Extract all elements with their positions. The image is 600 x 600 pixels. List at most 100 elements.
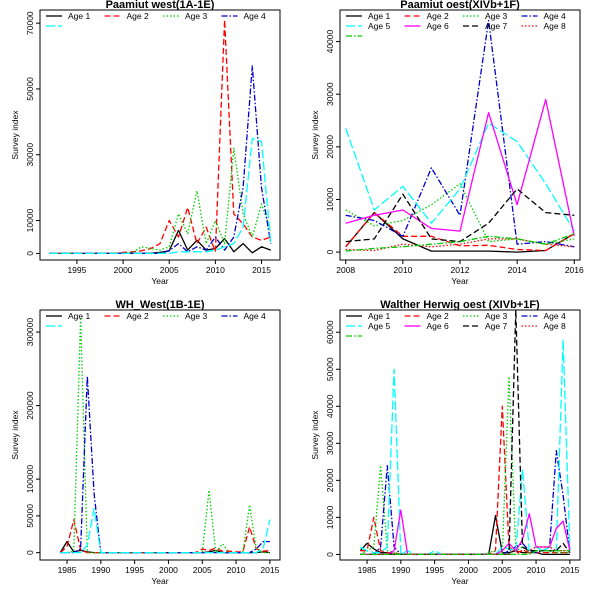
- legend-entry: Age 1: [46, 11, 90, 21]
- legend-entry: Age 7: [463, 21, 507, 31]
- series-line-1: [59, 540, 270, 554]
- x-tick-label: 2010: [206, 265, 225, 275]
- y-tick-label: 0: [325, 249, 335, 254]
- legend-entry: Age 6: [404, 321, 449, 331]
- series-line-7: [345, 188, 575, 243]
- plot-frame: [339, 9, 581, 261]
- legend-entry: Age 4: [521, 11, 566, 21]
- legend-entry: Age 5: [346, 321, 390, 331]
- x-tick-label: 2015: [260, 565, 279, 575]
- y-tick-label: 10000: [325, 505, 335, 529]
- series-line-4: [345, 19, 575, 248]
- series-line-8: [360, 546, 570, 556]
- x-tick-label: 2008: [336, 265, 355, 275]
- legend-label: Age 3: [185, 11, 207, 21]
- legend-entry: Age 4: [221, 11, 266, 21]
- x-tick-label: 1990: [391, 565, 410, 575]
- series-line-3: [60, 316, 270, 554]
- legend-entry: Age 2: [104, 11, 149, 21]
- y-tick-label: 50000: [25, 77, 35, 101]
- series-line-3: [359, 376, 570, 556]
- series-line-4: [360, 450, 571, 556]
- x-tick-label: 1995: [125, 565, 144, 575]
- x-tick-label: 2000: [114, 265, 133, 275]
- chart-title: Walther Herwig oest (XIVb+1F): [380, 299, 540, 311]
- legend-entry: Age 8: [521, 21, 566, 31]
- legend-label: Age 8: [544, 321, 566, 331]
- y-tick-label: 10000: [325, 187, 335, 211]
- x-tick-label: 2010: [527, 565, 546, 575]
- legend-label: Age 5: [368, 321, 390, 331]
- y-tick-label: 0: [25, 251, 35, 256]
- y-tick-label: 40000: [325, 394, 335, 418]
- legend-label: Age 6: [427, 21, 449, 31]
- chart-panel-1: 1995 2000 2005 2010 2015 0 10000 30000 50000 7000…: [10, 0, 281, 286]
- y-axis-label: Survey index: [10, 110, 20, 160]
- x-tick-label: 2012: [451, 265, 470, 275]
- chart-title: Paamiut west(1A-1E): [106, 0, 215, 11]
- y-tick-label: 30000: [325, 82, 335, 106]
- legend-entry: Age 4: [521, 311, 566, 321]
- legend-label: Age 3: [185, 311, 207, 321]
- legend-label: Age 3: [485, 311, 507, 321]
- legend-label: Age 2: [427, 311, 449, 321]
- legend-label: Age 7: [485, 21, 507, 31]
- legend-entry: Age 4: [221, 311, 266, 321]
- legend-entry: Age 2: [104, 311, 149, 321]
- chart-panel-2: 2008 2010 2012 2014 2016 0 10000 20000 30000 4000…: [310, 0, 584, 286]
- legend-label: Age 1: [368, 311, 390, 321]
- y-tick-label: 100000: [25, 465, 35, 494]
- chart-panel-3: 1985 1990 1995 2000 2005 2010 2015 0 50000 100000…: [10, 299, 281, 586]
- series-line-3: [49, 147, 272, 255]
- x-tick-label: 2005: [193, 565, 212, 575]
- legend-entry: Age 2: [404, 311, 449, 321]
- legend-entry: Age 1: [346, 11, 390, 21]
- series-line-2: [345, 211, 575, 252]
- series-line-8: [345, 238, 575, 252]
- x-tick-label: 2005: [160, 265, 179, 275]
- legend-entry: Age 3: [163, 11, 207, 21]
- legend-entry: Age 6: [404, 21, 449, 31]
- legend-entry: Age 2: [404, 11, 449, 21]
- legend-label: Age 4: [544, 11, 566, 21]
- x-tick-label: 2000: [459, 565, 478, 575]
- x-tick-label: 2015: [252, 265, 271, 275]
- x-axis-label: Year: [151, 276, 168, 286]
- x-tick-label: 1985: [358, 565, 377, 575]
- legend-entry: Age 3: [463, 11, 507, 21]
- x-axis-label: Year: [451, 576, 468, 586]
- x-tick-label: 2005: [493, 565, 512, 575]
- legend-label: Age 3: [485, 11, 507, 21]
- legend-label: Age 1: [368, 11, 390, 21]
- y-tick-label: 10000: [25, 208, 35, 232]
- y-tick-label: 30000: [325, 431, 335, 455]
- x-axis-label: Year: [151, 576, 168, 586]
- y-tick-label: 70000: [25, 11, 35, 35]
- plot-frame: [39, 309, 281, 561]
- x-tick-label: 1995: [67, 265, 86, 275]
- legend-label: Age 5: [368, 21, 390, 31]
- chart-panel-4: 1985 1990 1995 2000 2005 2010 2015 0 10000 20000 3…: [310, 299, 581, 586]
- y-tick-label: 60000: [325, 320, 335, 344]
- x-tick-label: 2015: [560, 565, 579, 575]
- series-group: [59, 316, 271, 554]
- series-line-6: [345, 98, 575, 237]
- y-tick-label: 20000: [325, 135, 335, 159]
- series-line-5: [49, 137, 272, 255]
- series-line-5: [345, 122, 575, 232]
- plot-frame: [339, 309, 581, 561]
- y-axis-label: Survey index: [10, 410, 20, 460]
- y-tick-label: 0: [325, 552, 335, 557]
- legend-entry: Age 1: [346, 311, 390, 321]
- x-tick-label: 1995: [425, 565, 444, 575]
- y-tick-label: 50000: [25, 504, 35, 528]
- x-tick-label: 2010: [227, 565, 246, 575]
- series-line-9: [360, 550, 570, 556]
- series-line-9: [345, 233, 575, 252]
- y-axis-label: Survey index: [310, 410, 320, 460]
- x-tick-label: 2000: [159, 565, 178, 575]
- legend-label: Age 4: [244, 311, 266, 321]
- legend-entry: Age 1: [46, 311, 90, 321]
- y-tick-label: 20000: [325, 468, 335, 492]
